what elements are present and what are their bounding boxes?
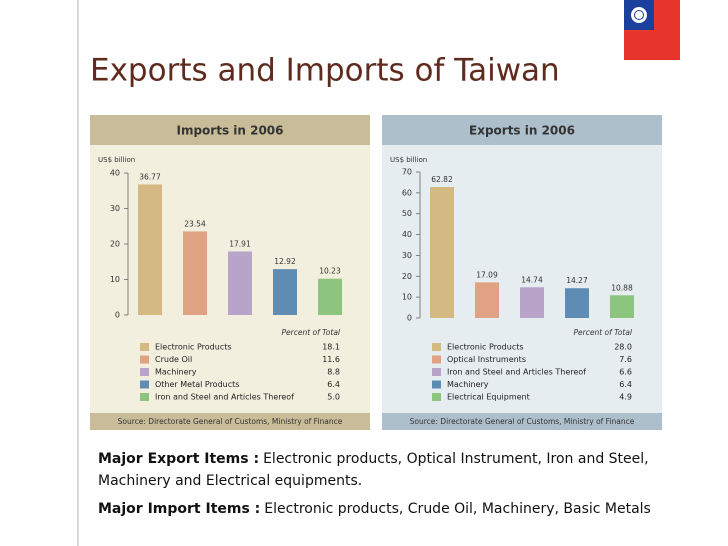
legend-swatch: [432, 343, 441, 351]
legend-swatch: [432, 355, 441, 364]
legend-swatch: [432, 393, 441, 401]
legend-percent: 7.6: [619, 355, 632, 364]
legend-percent: 6.4: [619, 380, 632, 389]
bar: [475, 282, 499, 318]
y-tick-label: 50: [402, 209, 412, 218]
notes: Major Export Items : Electronic products,…: [98, 448, 713, 526]
chart-title: Exports in 2006: [469, 124, 575, 138]
legend-swatch: [140, 368, 149, 376]
legend-swatch: [140, 380, 149, 389]
y-tick-label: 70: [402, 168, 412, 177]
legend-swatch: [432, 368, 441, 376]
panel-footer: [382, 413, 662, 430]
y-tick-label: 20: [402, 272, 412, 281]
panel-header: [90, 115, 370, 145]
legend-percent: 8.8: [327, 368, 340, 377]
value-label: 14.74: [521, 275, 543, 284]
legend-label: Machinery: [155, 368, 197, 377]
legend-label: Electronic Products: [155, 343, 232, 352]
legend-percent: 4.9: [619, 393, 632, 402]
legend-header: Percent of Total: [281, 328, 340, 337]
legend-percent: 18.1: [322, 343, 340, 352]
value-label: 14.27: [566, 276, 588, 285]
legend-label: Optical Instruments: [447, 355, 526, 364]
legend-percent: 5.0: [327, 393, 340, 402]
legend-percent: 11.6: [322, 355, 340, 364]
y-tick-label: 10: [110, 275, 120, 284]
bar: [228, 251, 252, 315]
y-tick-label: 30: [110, 204, 120, 213]
legend-swatch: [432, 380, 441, 389]
slide-title: Exports and Imports of Taiwan: [90, 53, 560, 89]
legend-label: Electrical Equipment: [447, 393, 530, 402]
y-tick-label: 60: [402, 188, 412, 197]
legend-swatch: [140, 393, 149, 401]
bar: [610, 295, 634, 318]
y-axis-label: US$ billion: [390, 156, 427, 164]
legend-label: Electronic Products: [447, 343, 524, 352]
value-label: 62.82: [431, 175, 453, 184]
legend-swatch: [140, 355, 149, 364]
bar: [430, 186, 454, 318]
bar: [273, 269, 297, 315]
y-tick-label: 0: [115, 311, 120, 320]
panel: [382, 115, 662, 430]
panel-header: [382, 115, 662, 145]
legend-label: Crude Oil: [155, 355, 192, 364]
legend-percent: 6.6: [619, 368, 632, 377]
bar: [520, 287, 544, 318]
y-tick-label: 40: [110, 169, 120, 178]
legend-swatch: [140, 343, 149, 351]
note-label: Major Import Items :: [98, 501, 261, 517]
y-tick-label: 30: [402, 251, 412, 260]
chart-title: Imports in 2006: [176, 124, 283, 138]
note-text: Electronic products, Optical Instrument,…: [98, 451, 649, 489]
note-text: Electronic products, Crude Oil, Machiner…: [264, 501, 651, 517]
legend-label: Machinery: [447, 380, 489, 389]
import-note: Major Import Items : Electronic products,…: [98, 498, 713, 520]
source: Source: Directorate General of Customs, …: [410, 417, 635, 426]
export-note: Major Export Items : Electronic products,…: [98, 448, 713, 492]
value-label: 36.77: [139, 172, 161, 181]
y-tick-label: 10: [402, 293, 412, 302]
bar: [318, 278, 342, 315]
value-label: 10.23: [319, 267, 341, 276]
bar: [138, 184, 162, 315]
note-label: Major Export Items :: [98, 451, 260, 467]
legend-percent: 28.0: [614, 343, 632, 352]
legend-label: Iron and Steel and Articles Thereof: [447, 368, 586, 377]
value-label: 12.92: [274, 257, 296, 266]
legend-label: Other Metal Products: [155, 380, 239, 389]
value-label: 23.54: [184, 219, 206, 228]
y-tick-label: 0: [407, 314, 412, 323]
y-tick-label: 20: [110, 240, 120, 249]
y-tick-label: 40: [402, 230, 412, 239]
value-label: 10.88: [611, 283, 633, 292]
legend-percent: 6.4: [327, 380, 340, 389]
bar: [183, 231, 207, 315]
bar: [565, 288, 589, 318]
value-label: 17.09: [476, 270, 498, 279]
source: Source: Directorate General of Customs, …: [118, 417, 343, 426]
legend-header: Percent of Total: [573, 328, 632, 337]
flag: [624, 0, 680, 60]
y-axis-label: US$ billion: [98, 156, 135, 164]
legend-label: Iron and Steel and Articles Thereof: [155, 393, 294, 402]
panel-footer: [90, 413, 370, 430]
value-label: 17.91: [229, 239, 251, 248]
